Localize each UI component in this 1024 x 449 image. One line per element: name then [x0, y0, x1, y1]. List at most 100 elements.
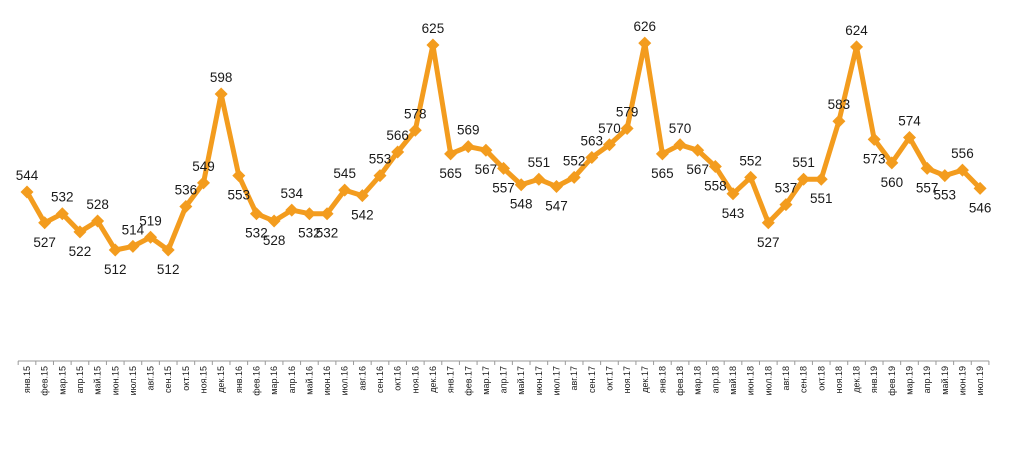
x-tick-label: апр.18: [710, 366, 720, 393]
x-tick-label: май.19: [940, 366, 950, 395]
data-point-marker: [903, 131, 916, 145]
data-label: 528: [86, 197, 109, 212]
data-point-marker: [249, 207, 263, 221]
x-tick-label: янв.18: [657, 366, 667, 393]
x-tick-label: ноя.18: [834, 366, 844, 393]
data-point-marker: [514, 178, 528, 192]
x-tick-label: фев.15: [40, 366, 50, 396]
x-tick-label: фев.19: [887, 366, 897, 396]
data-point-marker: [761, 216, 775, 230]
x-tick-label: янв.17: [446, 366, 456, 393]
data-point-marker: [867, 132, 881, 146]
x-tick-label: сен.16: [375, 366, 385, 393]
data-label: 512: [157, 262, 180, 277]
series-markers: [20, 36, 987, 257]
data-point-marker: [355, 189, 369, 203]
data-label: 552: [563, 153, 586, 168]
data-label: 551: [528, 155, 551, 170]
x-tick-label: дек.16: [428, 366, 438, 393]
data-point-marker: [126, 239, 140, 253]
data-label: 566: [386, 128, 409, 143]
data-point-marker: [567, 170, 581, 184]
data-label: 557: [916, 180, 939, 195]
data-label: 519: [139, 213, 162, 228]
data-point-marker: [638, 36, 652, 50]
x-tick-label: авг.16: [357, 366, 367, 390]
x-tick-label: ноя.17: [622, 366, 632, 393]
data-label: 536: [175, 182, 198, 197]
data-point-marker: [497, 161, 511, 175]
x-tick-label: авг.17: [569, 366, 579, 390]
x-tick-label: окт.17: [604, 366, 614, 391]
x-tick-label: окт.16: [393, 366, 403, 391]
x-tick-label: июл.16: [340, 366, 350, 395]
x-tick-label: июл.18: [763, 366, 773, 395]
data-point-marker: [585, 150, 599, 164]
x-tick-label: авг.15: [146, 366, 156, 390]
data-label: 626: [633, 19, 656, 34]
data-point-marker: [673, 138, 687, 152]
data-point-marker: [708, 160, 722, 174]
x-tick-label: ноя.16: [410, 366, 420, 393]
data-point-marker: [920, 161, 934, 175]
x-tick-label: апр.16: [287, 366, 297, 393]
x-tick-label: апр.17: [499, 366, 509, 393]
x-tick-label: июн.15: [110, 366, 120, 395]
data-label: 625: [422, 21, 445, 36]
data-label: 579: [616, 104, 639, 119]
x-tick-label: дек.18: [852, 366, 862, 393]
data-point-marker: [814, 172, 828, 186]
data-label: 583: [828, 97, 851, 112]
data-label: 528: [263, 233, 286, 248]
data-label: 558: [704, 179, 727, 194]
data-point-marker: [391, 145, 405, 159]
data-point-marker: [38, 216, 52, 230]
data-point-marker: [426, 38, 440, 52]
data-point-marker: [108, 243, 122, 257]
x-tick-label: апр.19: [922, 366, 932, 393]
x-tick-label: авг.18: [781, 366, 791, 390]
data-point-marker: [197, 176, 210, 190]
x-tick-label: янв.15: [22, 366, 32, 393]
data-point-marker: [602, 138, 616, 152]
data-label: 567: [475, 162, 498, 177]
data-label: 553: [228, 188, 251, 203]
data-label: 563: [581, 133, 604, 148]
x-tick-label: июл.17: [552, 366, 562, 395]
x-tick-label: май.18: [728, 366, 738, 395]
data-label: 512: [104, 262, 127, 277]
data-point-marker: [779, 198, 793, 212]
data-point-marker: [955, 163, 969, 177]
data-label: 547: [545, 199, 568, 214]
data-point-marker: [691, 143, 705, 157]
data-label: 532: [51, 190, 74, 205]
x-tick-label: май.15: [93, 366, 103, 395]
x-tick-label: янв.16: [234, 366, 244, 393]
data-label: 549: [192, 159, 215, 174]
x-tick-label: май.16: [304, 366, 314, 395]
data-point-marker: [850, 40, 864, 54]
x-tick-label: мар.17: [481, 366, 491, 395]
data-point-marker: [267, 214, 281, 228]
series-line: [24, 40, 983, 253]
x-tick-label: июл.19: [975, 366, 985, 395]
x-axis-tick-labels: янв.15 фев.15 мар.15 апр.15 май.15 июн.15 июл.…: [22, 366, 985, 396]
data-label: 624: [845, 23, 868, 38]
data-point-marker: [532, 172, 546, 186]
data-point-marker: [373, 169, 387, 183]
data-label: 532: [316, 226, 339, 241]
data-point-marker: [620, 121, 634, 135]
data-label: 537: [775, 181, 798, 196]
data-label: 542: [351, 208, 374, 223]
data-label: 527: [33, 235, 56, 250]
x-tick-label: сен.18: [799, 366, 809, 393]
x-tick-label: ноя.15: [199, 366, 209, 393]
data-label: 560: [881, 175, 904, 190]
x-tick-label: апр.15: [75, 366, 85, 393]
data-label: 544: [16, 168, 39, 183]
x-tick-label: мар.18: [693, 366, 703, 395]
data-label: 567: [686, 162, 709, 177]
data-point-marker: [461, 140, 475, 154]
data-point-marker: [161, 243, 175, 257]
